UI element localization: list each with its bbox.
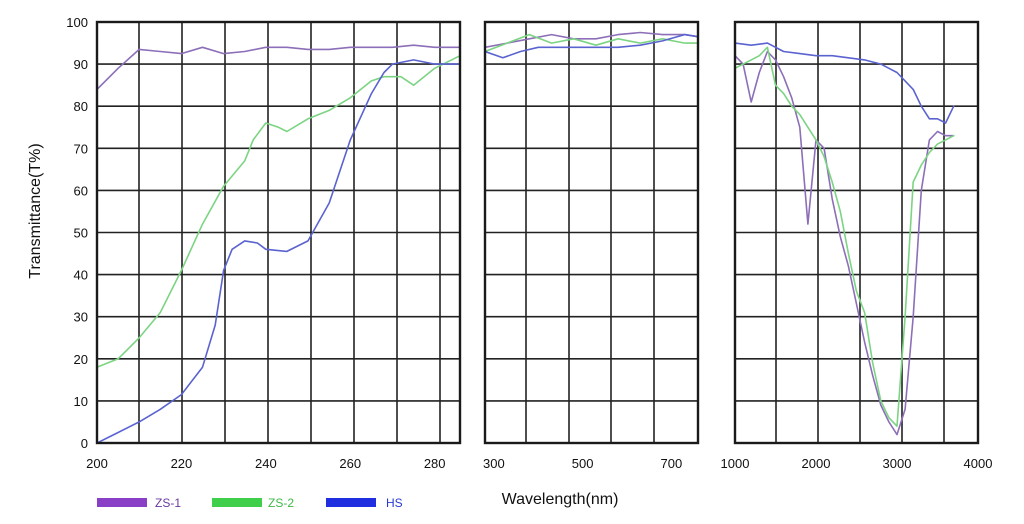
y-tick-label: 70 [74,141,88,156]
series-line-zs-2 [97,54,460,368]
legend-swatch-zs2 [212,498,262,507]
x-tick-label: 200 [86,456,108,471]
series-line-zs-1 [735,50,955,436]
y-tick-label: 30 [74,310,88,325]
series-line-zs-2 [485,33,698,53]
x-tick-label: 300 [483,456,505,471]
legend: ZS-1 ZS-2 HS [97,496,403,510]
series-line-hs [735,42,955,124]
y-tick-label: 10 [74,394,88,409]
x-tick-label: 260 [339,456,361,471]
x-axis-title: Wavelength(nm) [502,491,619,508]
x-tick-label: 500 [572,456,594,471]
series-line-hs [485,33,698,59]
series-group [735,42,955,436]
series-group [485,31,698,59]
y-tick-label: 20 [74,352,88,367]
series-group [97,44,460,444]
legend-label-zs2: ZS-2 [268,496,294,510]
legend-item-hs: HS [326,496,403,510]
x-tick-label: 2000 [802,456,831,471]
y-tick-label: 0 [81,436,88,451]
x-tick-label: 280 [424,456,446,471]
series-line-zs-2 [735,46,955,427]
series-line-zs-1 [485,31,698,49]
legend-swatch-zs1 [97,498,147,507]
y-tick-label: 100 [66,15,88,30]
legend-label-hs: HS [386,496,403,510]
y-tick-label: 80 [74,99,88,114]
panels-layer: 200 220 240 260 280 300 500 700 1000 2000 3000 4000 [86,20,993,471]
legend-item-zs1: ZS-1 [97,496,181,510]
panel-frame [733,20,980,445]
y-tick-label: 50 [74,226,88,241]
legend-swatch-hs [326,498,376,507]
x-tick-label: 3000 [883,456,912,471]
panel-frame [95,20,462,445]
x-tick-label: 1000 [721,456,750,471]
y-axis-title: Transmittance(T%) [27,143,44,278]
legend-label-zs1: ZS-1 [155,496,181,510]
x-tick-label: 240 [255,456,277,471]
y-tick-label: 60 [74,183,88,198]
y-axis: 0 10 20 30 40 50 60 70 80 90 100 [66,15,88,451]
panel-vis: 300 500 700 [483,20,700,471]
series-line-hs [97,59,460,444]
legend-item-zs2: ZS-2 [212,496,294,510]
panel-uv: 200 220 240 260 280 [86,20,462,471]
series-line-zs-1 [97,44,460,91]
panel-frame [483,20,700,445]
x-tick-label: 700 [661,456,683,471]
x-tick-label: 4000 [964,456,993,471]
panel-ir: 1000 2000 3000 4000 [721,20,993,471]
y-tick-label: 90 [74,57,88,72]
x-tick-label: 220 [171,456,193,471]
y-tick-label: 40 [74,268,88,283]
